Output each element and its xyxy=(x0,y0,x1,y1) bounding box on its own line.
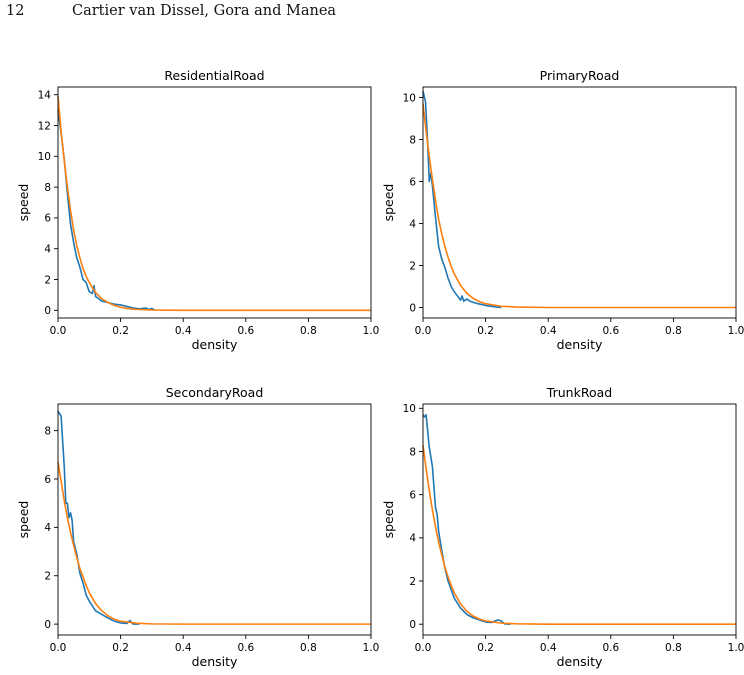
subplot-title: PrimaryRoad xyxy=(540,68,620,83)
y-tick-label: 6 xyxy=(44,213,51,225)
x-tick-label: 0.6 xyxy=(237,642,254,654)
x-tick-label: 0.0 xyxy=(415,642,432,654)
y-tick-label: 2 xyxy=(409,260,416,272)
x-tick-label: 0.8 xyxy=(665,642,682,654)
x-tick-label: 0.4 xyxy=(540,325,557,337)
axes-frame xyxy=(57,403,372,636)
y-tick-label: 0 xyxy=(44,305,51,317)
y-tick-label: 6 xyxy=(44,474,51,486)
page-number: 12 xyxy=(6,3,25,19)
series-line-2 xyxy=(57,96,371,312)
y-axis-label: speed xyxy=(16,501,31,539)
series-line-1 xyxy=(422,91,502,309)
x-tick-label: 0.6 xyxy=(602,325,619,337)
y-axis-label: speed xyxy=(16,184,31,222)
y-tick-label: 2 xyxy=(409,576,416,588)
x-tick-label: 1.0 xyxy=(728,642,744,654)
y-tick-label: 4 xyxy=(409,533,416,545)
x-tick-label: 1.0 xyxy=(363,642,380,654)
series-line-1 xyxy=(57,410,140,625)
y-tick-label: 10 xyxy=(403,92,416,104)
x-tick-label: 0.8 xyxy=(300,642,317,654)
subplot-4: 0.0 0.2 0.4 0.6 0.8 1.0 0 2 4 6 8 10 TrunkRoad densit… xyxy=(381,385,744,669)
series-line-1 xyxy=(422,413,511,626)
subplot-title: ResidentialRoad xyxy=(164,68,264,83)
x-tick-label: 0.4 xyxy=(540,642,557,654)
y-tick-label: 10 xyxy=(403,403,416,415)
axes-frame xyxy=(422,86,737,319)
y-tick-label: 4 xyxy=(44,244,51,256)
subplot-2: 0.0 0.2 0.4 0.6 0.8 1.0 0 2 4 6 8 10 PrimaryRoad dens… xyxy=(381,68,744,352)
x-tick-label: 0.4 xyxy=(175,642,192,654)
y-tick-label: 0 xyxy=(409,619,416,631)
x-tick-label: 0.8 xyxy=(665,325,682,337)
y-tick-label: 6 xyxy=(409,176,416,188)
y-tick-label: 14 xyxy=(38,90,52,102)
axes-frame xyxy=(422,403,737,636)
axes-frame xyxy=(57,86,372,319)
y-tick-label: 0 xyxy=(409,302,416,314)
x-tick-label: 0.2 xyxy=(112,325,129,337)
subplot-1: 0.0 0.2 0.4 0.6 0.8 1.0 0 2 4 6 8 10 12 14 Residential… xyxy=(16,68,379,352)
y-axis-label: speed xyxy=(381,184,396,222)
x-tick-label: 0.2 xyxy=(112,642,129,654)
y-tick-label: 8 xyxy=(44,425,51,437)
x-axis-label: density xyxy=(192,654,238,669)
x-tick-label: 0.6 xyxy=(237,325,254,337)
y-axis-label: speed xyxy=(381,501,396,539)
y-tick-label: 8 xyxy=(409,446,416,458)
x-axis-label: density xyxy=(192,337,238,352)
x-tick-label: 1.0 xyxy=(363,325,380,337)
subplot-title: TrunkRoad xyxy=(546,385,612,400)
x-tick-label: 0.6 xyxy=(602,642,619,654)
x-tick-label: 0.2 xyxy=(477,325,494,337)
x-tick-label: 0.0 xyxy=(50,325,67,337)
x-tick-label: 1.0 xyxy=(728,325,744,337)
running-head: Cartier van Dissel, Gora and Manea xyxy=(72,3,337,19)
y-tick-label: 8 xyxy=(409,134,416,146)
x-tick-label: 0.4 xyxy=(175,325,192,337)
y-tick-label: 2 xyxy=(44,571,51,583)
y-tick-label: 8 xyxy=(44,182,51,194)
y-tick-label: 12 xyxy=(38,120,51,132)
series-line-1 xyxy=(57,109,156,311)
y-tick-label: 2 xyxy=(44,274,51,286)
y-tick-label: 10 xyxy=(38,151,51,163)
series-line-2 xyxy=(422,103,736,309)
y-tick-label: 4 xyxy=(44,522,51,534)
x-tick-label: 0.0 xyxy=(50,642,67,654)
x-tick-label: 0.0 xyxy=(415,325,432,337)
x-tick-label: 0.8 xyxy=(300,325,317,337)
series-line-2 xyxy=(57,461,371,625)
y-tick-label: 0 xyxy=(44,619,51,631)
subplot-title: SecondaryRoad xyxy=(166,385,264,400)
subplot-3: 0.0 0.2 0.4 0.6 0.8 1.0 0 2 4 6 8 SecondaryRoad dens… xyxy=(16,385,379,669)
x-tick-label: 0.2 xyxy=(477,642,494,654)
x-axis-label: density xyxy=(557,337,603,352)
y-tick-label: 4 xyxy=(409,218,416,230)
x-axis-label: density xyxy=(557,654,603,669)
y-tick-label: 6 xyxy=(409,489,416,501)
series-line-2 xyxy=(422,444,736,626)
